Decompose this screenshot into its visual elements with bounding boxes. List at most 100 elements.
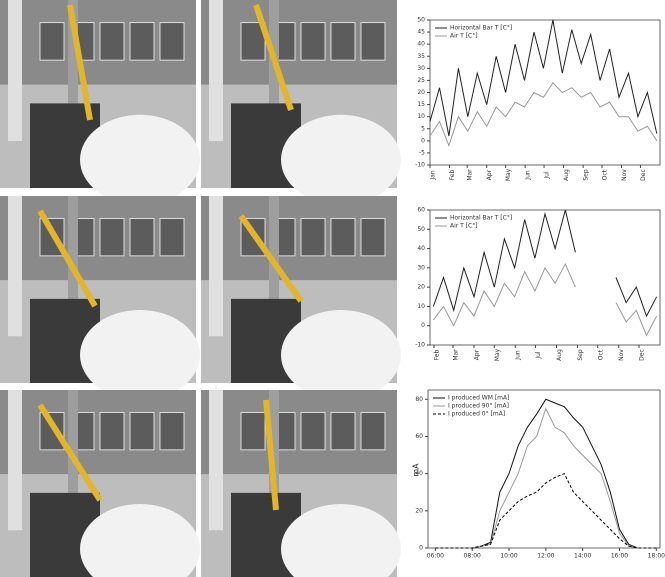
y-tick-label: 10 [417,113,425,120]
y-tick-label: 45 [417,29,425,36]
column [8,196,22,336]
y-tick-label: 60 [415,433,423,440]
window [301,23,325,61]
column [8,0,22,141]
cover [80,115,200,205]
x-tick-label: May [505,168,512,181]
window [301,412,325,449]
legend-label: I produced 90° [mA] [448,403,509,410]
y-tick-label: 15 [417,101,425,108]
x-tick-label: Apr [486,169,493,180]
y-tick-label: 40 [417,41,425,48]
y-tick-label: -10 [415,342,425,349]
cover [281,310,401,400]
window [361,412,385,449]
y-tick-label: 20 [415,507,423,514]
photo [0,196,200,400]
x-tick-label: Dec [640,169,647,181]
x-tick-label: Aug [563,169,570,181]
x-tick-label: Jan [430,170,437,180]
window [130,218,154,255]
x-tick-label: 18:00 [648,553,665,560]
x-tick-label: 10:00 [500,553,517,560]
y-tick-label: 40 [415,470,423,477]
x-tick-label: Feb [449,169,456,180]
y-tick-label: 60 [417,207,425,214]
x-tick-label: Feb [434,349,441,360]
window [40,23,64,61]
window [241,412,265,449]
column [209,196,223,336]
x-tick-label: Aug [556,349,563,361]
x-tick-label: Dec [639,349,646,361]
y-tick-label: 50 [417,226,425,233]
x-tick-label: Jun [515,350,522,361]
window [331,412,355,449]
legend-label: I produced WM [mA] [448,395,509,402]
legend-label: Air T [C°] [450,33,478,40]
window [40,412,64,449]
window [100,23,124,61]
x-tick-label: Sep [583,169,590,181]
plot-frame [430,20,660,165]
series-line [433,264,656,335]
x-tick-label: Nov [621,169,628,181]
x-tick-label: Mar [453,349,460,361]
column [209,390,223,530]
column [8,390,22,530]
x-tick-label: Oct [602,169,609,180]
legend-label: Horizontal Bar T [C°] [450,25,512,32]
series-line [435,399,656,548]
window [331,23,355,61]
y-tick-label: 20 [417,284,425,291]
window [361,218,385,255]
x-tick-label: 12:00 [537,553,554,560]
x-tick-label: Nov [618,349,625,361]
column [209,0,223,141]
x-tick-label: Apr [473,349,480,360]
photo [201,0,401,205]
y-tick-label: 0 [419,545,423,552]
x-tick-label: Jul [544,171,551,180]
y-tick-label: 50 [417,17,425,24]
y-tick-label: 5 [421,125,425,132]
window [130,412,154,449]
x-tick-label: Jul [535,351,542,360]
series-line [430,83,657,146]
window [361,23,385,61]
y-tick-label: 35 [417,53,425,60]
window [160,412,184,449]
x-tick-label: May [494,348,501,361]
figure: mA -10-505101520253035404550JanFebMarApr… [0,0,665,577]
x-tick-label: Sep [577,349,584,361]
photo [201,390,401,577]
window [160,23,184,61]
photo-grid [0,0,401,577]
y-tick-label: 0 [421,137,425,144]
window [100,218,124,255]
series-line [435,409,656,548]
window [331,218,355,255]
x-tick-label: 08:00 [464,553,481,560]
photo [0,0,200,205]
y-tick-label: 80 [415,396,423,403]
y-tick-label: -10 [415,162,425,169]
window [160,218,184,255]
x-tick-label: 16:00 [611,553,628,560]
legend-label: Horizontal Bar T [C°] [450,215,512,222]
y-tick-label: -5 [419,149,425,156]
x-tick-label: Jun [525,170,532,181]
legend-label: Air T [C°] [450,223,478,230]
x-tick-label: Oct [597,349,604,360]
y-tick-label: 25 [417,77,425,84]
cover [281,115,401,205]
x-tick-label: 06:00 [427,553,444,560]
y-tick-label: 0 [421,322,425,329]
x-tick-label: 14:00 [574,553,591,560]
legend-label: I produced 0° [mA] [448,411,505,418]
photo [0,390,200,577]
window [100,412,124,449]
x-tick-label: Mar [467,169,474,181]
window [130,23,154,61]
y-tick-label: 30 [417,264,425,271]
